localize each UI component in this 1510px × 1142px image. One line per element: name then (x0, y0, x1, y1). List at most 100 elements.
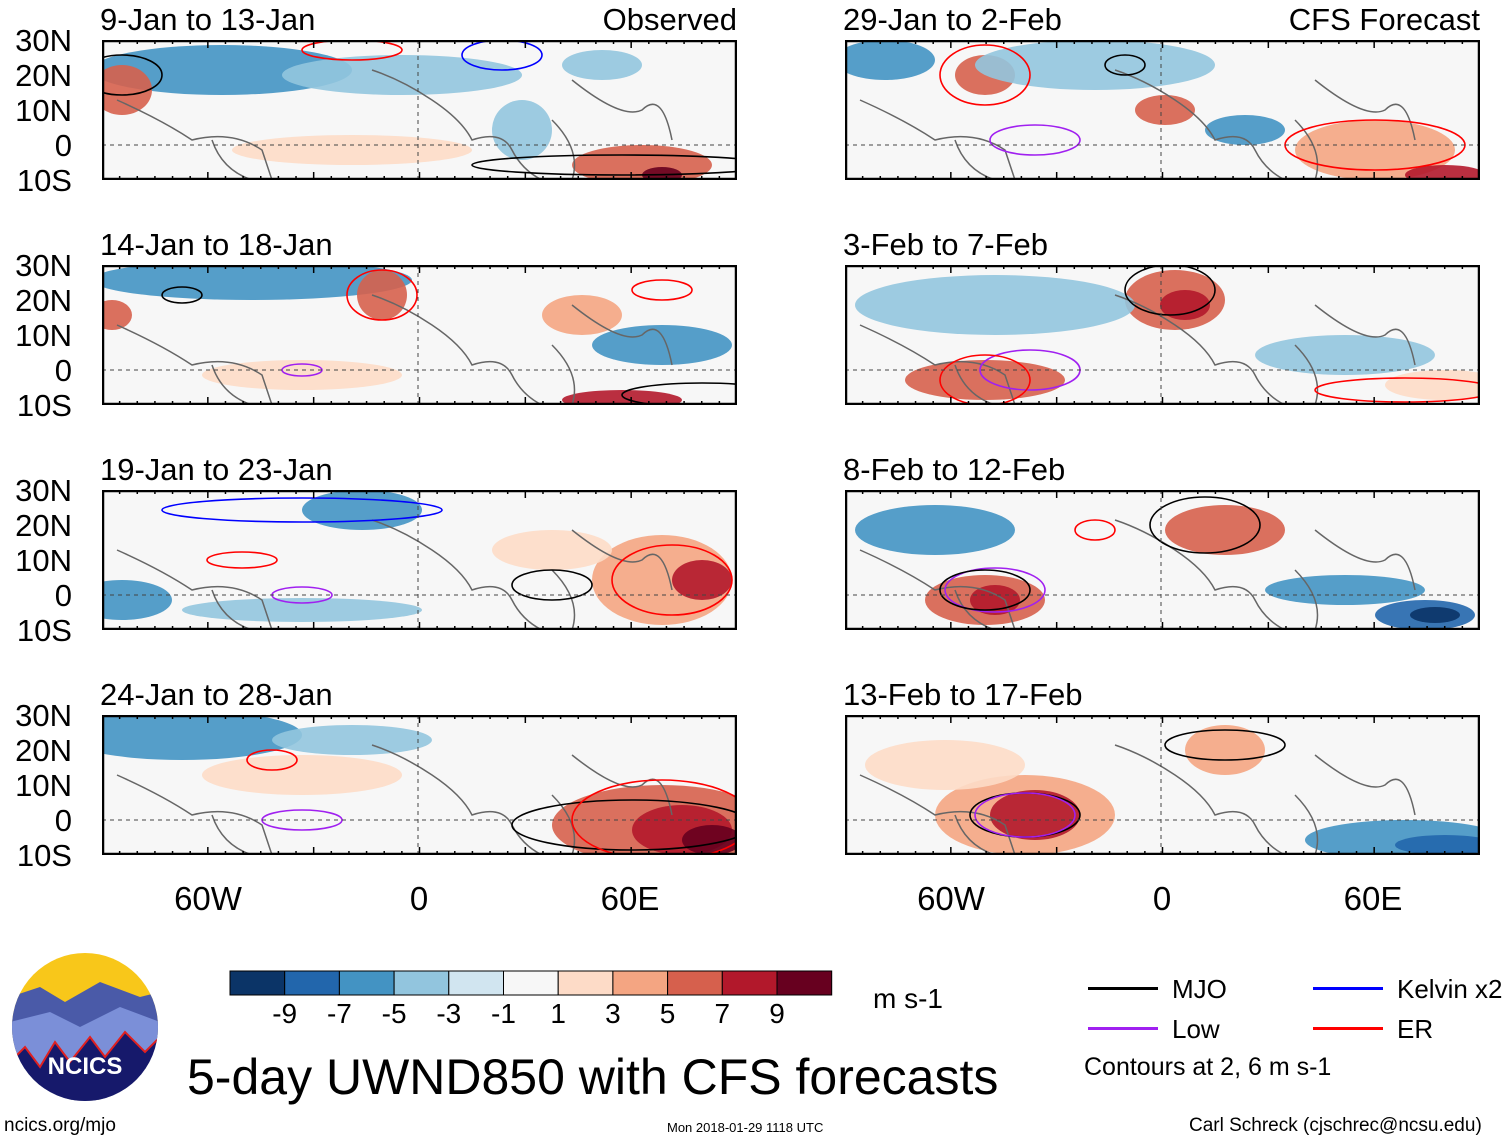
legend-line-mjo (1088, 987, 1158, 990)
colorbar-swatch (667, 970, 723, 996)
colorbar-swatch (393, 970, 450, 996)
coastline (116, 744, 673, 855)
colorbar-units: m s-1 (873, 983, 943, 1014)
coastline (116, 69, 673, 180)
colorbar-swatch (557, 970, 614, 996)
wave-contour (939, 354, 1031, 405)
wind-anomaly-shading (1165, 505, 1285, 555)
wave-contour (346, 269, 418, 321)
wind-anomaly-shading (102, 580, 172, 620)
legend-line-low (1088, 1027, 1158, 1030)
panel-title: 9-Jan to 13-Jan (100, 2, 316, 37)
footer-timestamp: Mon 2018-01-29 1118 UTC (667, 1120, 824, 1135)
colorbar-tick-label: 3 (605, 998, 621, 1029)
wave-contour (611, 544, 733, 616)
panel-title: 19-Jan to 23-Jan (100, 452, 333, 487)
wave-contour (571, 779, 737, 855)
latitude-label: 0 (54, 353, 72, 388)
wind-anomaly-shading (102, 300, 132, 330)
legend-label: ER (1397, 1014, 1434, 1044)
wave-contour (461, 40, 543, 71)
latitude-label: 30N (15, 698, 72, 733)
panel-title: 8-Feb to 12-Feb (843, 452, 1066, 487)
contour-note: Contours at 2, 6 m s-1 (1084, 1053, 1332, 1081)
wave-contour (1164, 729, 1286, 761)
longitude-label: 60E (600, 880, 660, 917)
panel-source-label: Observed (602, 2, 737, 37)
wave-contour (471, 154, 737, 176)
colorbar-swatch (448, 970, 505, 996)
latitude-label: 10N (15, 543, 72, 578)
logo-text: NCICS (48, 1053, 123, 1080)
wind-anomaly-shading (855, 275, 1135, 335)
colorbar-swatch (612, 970, 669, 996)
legend-line-er (1313, 1027, 1383, 1030)
wave-contour (511, 569, 593, 601)
panel-title: 14-Jan to 18-Jan (100, 227, 333, 262)
colorbar-swatch (284, 970, 340, 996)
latitude-label: 10N (15, 768, 72, 803)
wind-anomaly-shading (102, 715, 302, 760)
wave-contour (989, 124, 1081, 156)
wind-anomaly-shading (182, 598, 422, 622)
latitude-label: 10S (16, 838, 72, 873)
wave-contour (944, 567, 1046, 613)
wind-anomaly-shading (102, 65, 152, 115)
wind-anomaly-shading (1160, 290, 1210, 320)
coastline (859, 744, 1416, 855)
wave-contour (161, 497, 443, 523)
wind-anomaly-shading (1135, 95, 1195, 125)
longitude-label: 60W (174, 880, 242, 917)
latitude-label: 20N (15, 283, 72, 318)
colorbar-swatch (721, 970, 778, 996)
legend-label: MJO (1172, 974, 1227, 1004)
wind-anomaly-shading (272, 725, 432, 755)
wind-anomaly-shading (562, 390, 682, 405)
wind-anomaly-shading (202, 755, 402, 795)
panel-title: 24-Jan to 28-Jan (100, 677, 333, 712)
panel-title: 13-Feb to 17-Feb (843, 677, 1083, 712)
wind-anomaly-shading (562, 50, 642, 80)
wave-contour (631, 279, 693, 301)
wave-contour (511, 799, 737, 851)
anomaly-map-panel (102, 490, 737, 630)
wave-contour (246, 749, 298, 771)
latitude-label: 20N (15, 508, 72, 543)
latitude-label: 0 (54, 803, 72, 838)
wind-anomaly-shading (990, 790, 1080, 840)
panel-source-label: CFS Forecast (1288, 2, 1480, 37)
wind-anomaly-shading (682, 825, 737, 855)
coastline (859, 294, 1416, 405)
wind-anomaly-shading (302, 490, 422, 530)
panel-title: 3-Feb to 7-Feb (843, 227, 1049, 262)
colorbar (229, 970, 833, 996)
wind-anomaly-shading (202, 360, 402, 390)
longitude-label: 0 (1152, 880, 1172, 917)
anomaly-map-panel (845, 715, 1480, 855)
wave-contour (939, 569, 1031, 611)
colorbar-swatch (338, 970, 395, 996)
wind-anomaly-shading (492, 530, 612, 570)
wind-anomaly-shading (1265, 575, 1425, 605)
colorbar-tick-label: -1 (491, 998, 516, 1029)
footer-url: ncics.org/mjo (4, 1115, 116, 1136)
wave-contour (939, 44, 1031, 106)
wave-contour (301, 40, 403, 61)
colorbar-tick-label: 9 (769, 998, 785, 1029)
wind-anomaly-shading (1405, 165, 1480, 180)
latitude-label: 10N (15, 93, 72, 128)
wave-contour (1074, 519, 1116, 541)
wind-anomaly-shading (672, 560, 732, 600)
anomaly-map-panel (845, 265, 1480, 405)
figure-title: 5-day UWND850 with CFS forecasts (187, 1049, 999, 1105)
coastline (116, 294, 673, 405)
wave-contour (102, 54, 163, 96)
coastline (116, 519, 673, 630)
wind-anomaly-shading (1295, 120, 1455, 180)
wind-anomaly-shading (1395, 835, 1480, 855)
wind-anomaly-shading (1410, 607, 1460, 623)
latitude-label: 10S (16, 388, 72, 423)
colorbar-tick-label: 7 (714, 998, 731, 1029)
longitude-label: 0 (409, 880, 429, 917)
